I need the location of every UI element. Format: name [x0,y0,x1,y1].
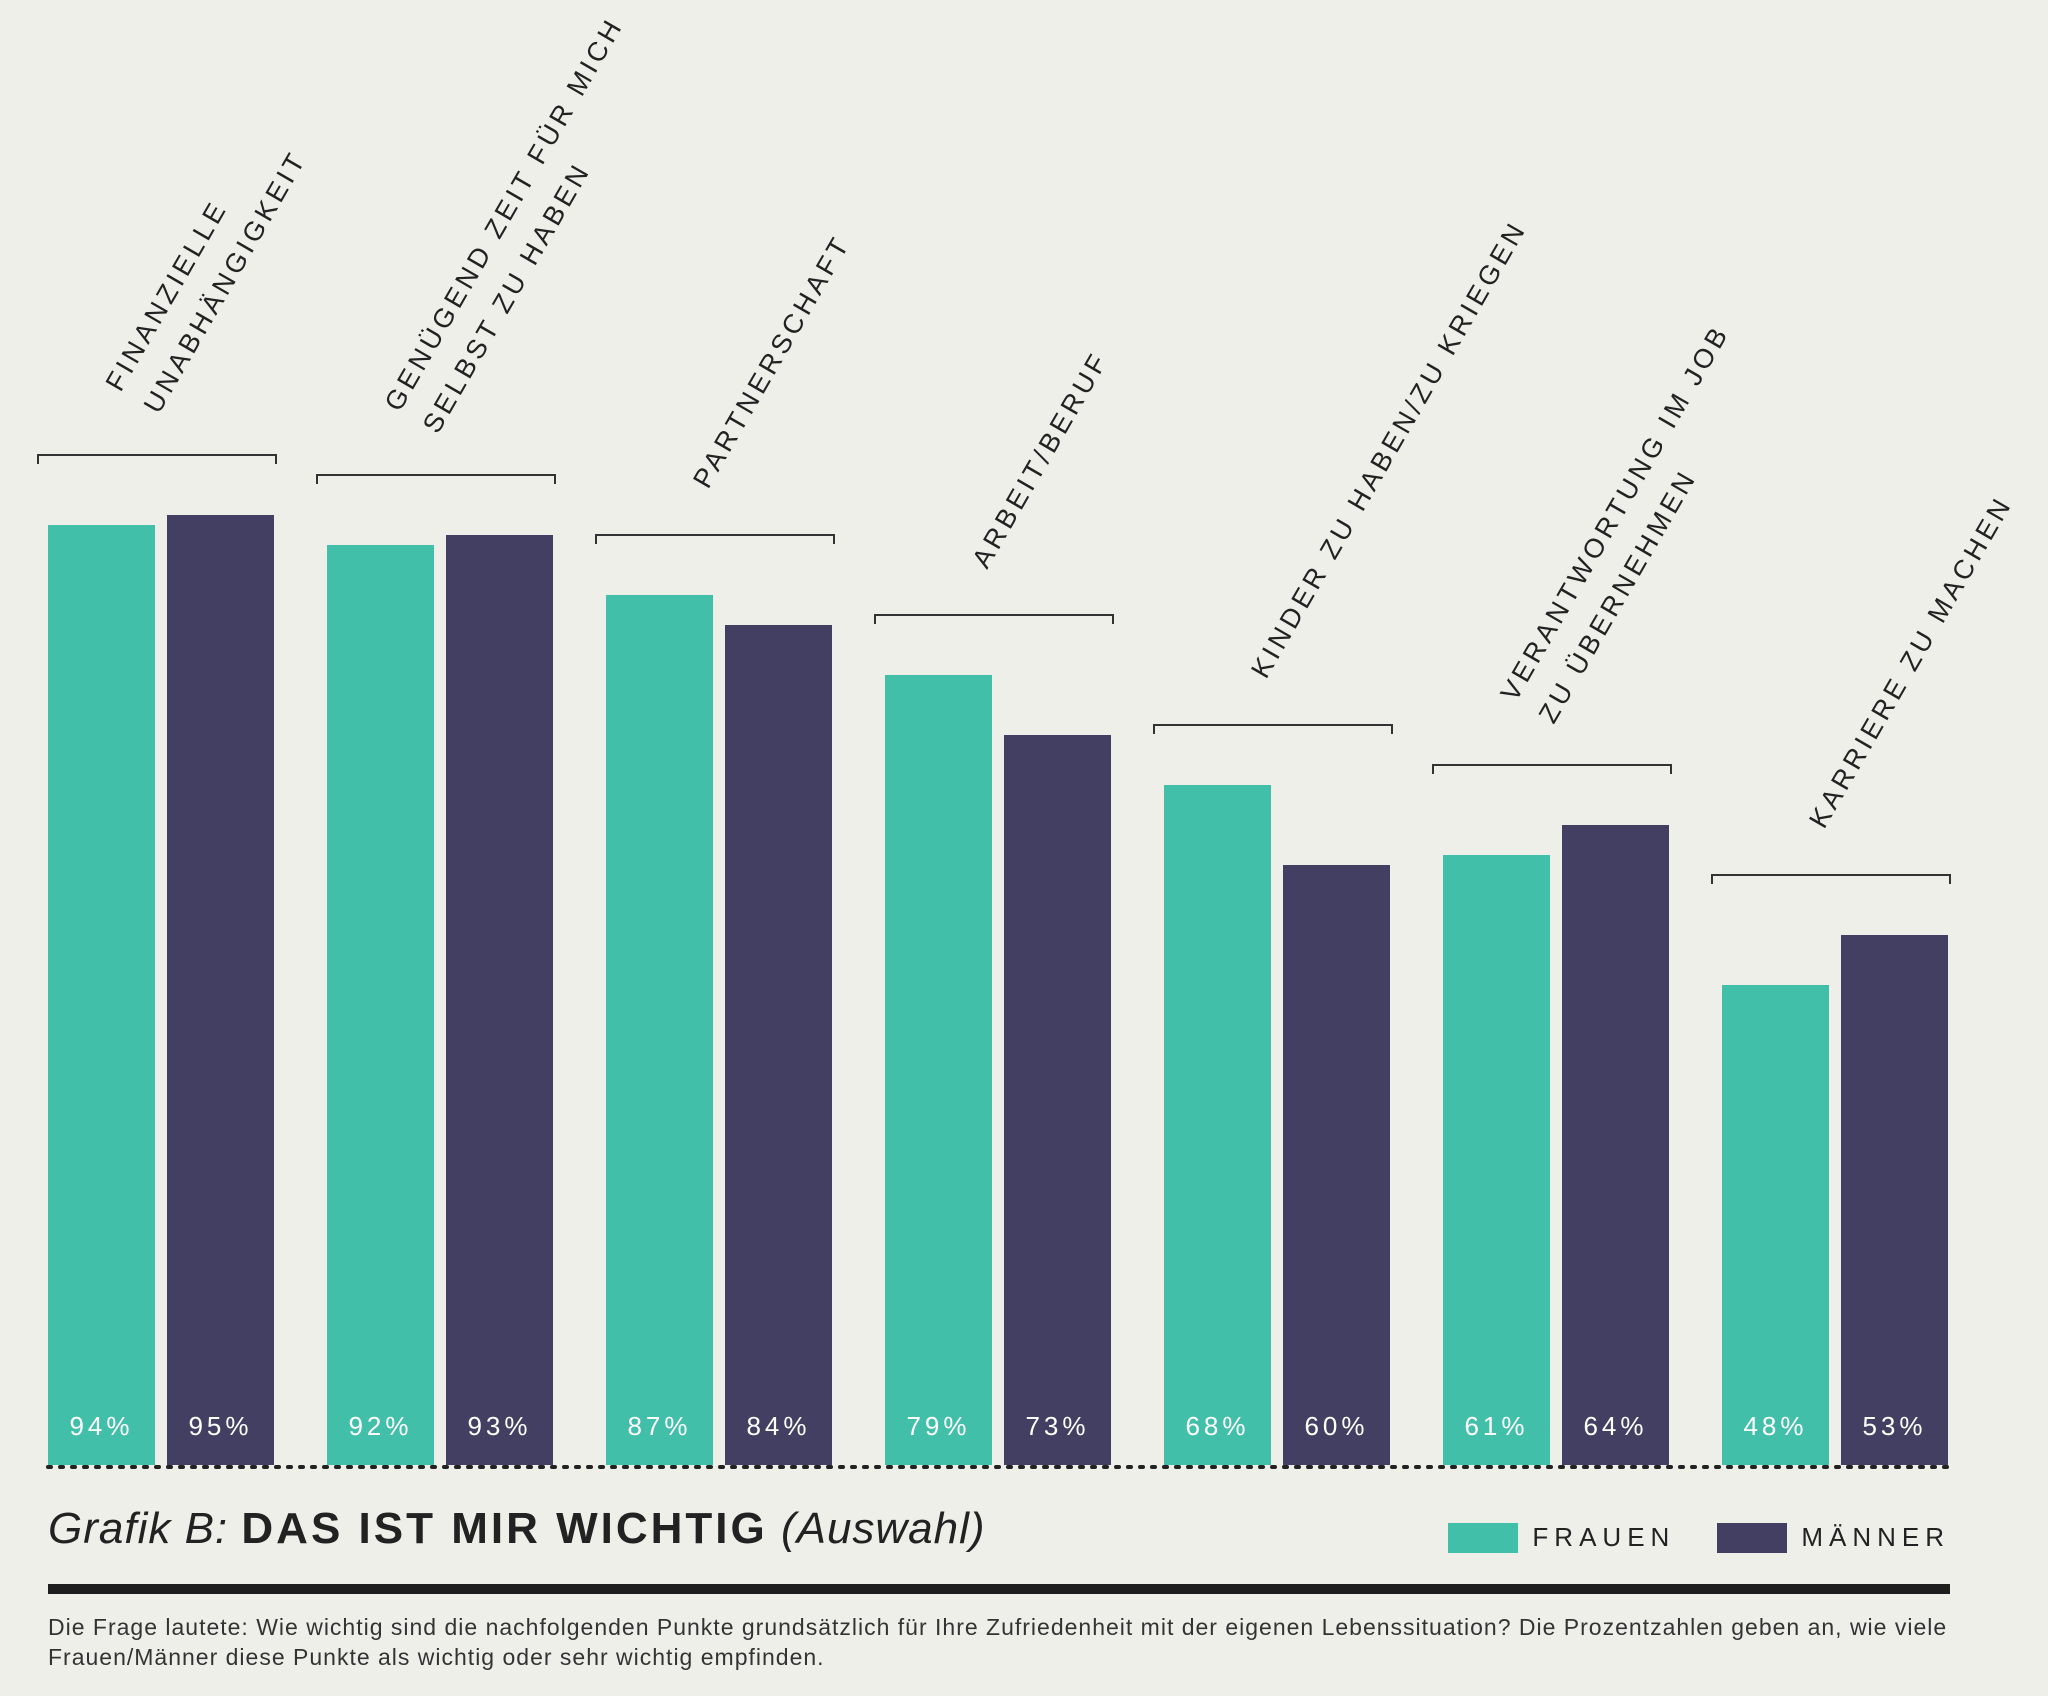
value-label: 73% [1025,1411,1089,1441]
value-label: 48% [1743,1411,1807,1441]
bar-frauen-4 [1164,785,1271,1465]
legend-label-frauen: FRAUEN [1532,1522,1676,1552]
category-label: FINANZIELLEUNABHÄNGIGKEIT [100,123,313,418]
bar-maenner-6 [1841,935,1948,1465]
category-label: KARRIERE ZU MACHEN [1803,491,2018,833]
bar-maenner-0 [167,515,274,1465]
title-row: Grafik B: DAS IST MIR WICHTIG (Auswahl) … [48,1500,1950,1570]
bar-frauen-0 [48,525,155,1465]
bar-frauen-6 [1722,985,1829,1465]
bar-frauen-3 [885,675,992,1465]
value-label: 64% [1583,1411,1647,1441]
category-bracket [37,454,277,464]
value-label: 68% [1185,1411,1249,1441]
category-label: VERANTWORTUNG IM JOBZU ÜBERNEHMEN [1495,319,1774,728]
title-prefix: Grafik B: [48,1504,229,1553]
bar-frauen-5 [1443,855,1550,1465]
bar-maenner-2 [725,625,832,1465]
legend-item-frauen: FRAUEN [1448,1522,1675,1553]
bar-frauen-1 [327,545,434,1465]
category-bracket [595,534,835,544]
legend-swatch-frauen [1448,1522,1519,1553]
value-label: 95% [188,1411,252,1441]
bar-chart: 94% 95% FINANZIELLEUNABHÄNGIGKEIT 92% 93% GEN… [37,12,2018,1469]
category-bracket [1432,764,1672,774]
bar-maenner-1 [446,535,553,1465]
value-label: 93% [467,1411,531,1441]
value-label: 87% [627,1411,691,1441]
value-label: 79% [906,1411,970,1441]
value-label: 61% [1464,1411,1528,1441]
category-label: PARTNERSCHAFT [687,230,856,493]
bar-maenner-3 [1004,735,1111,1465]
value-label: 84% [746,1411,810,1441]
title-suffix: (Auswahl) [780,1504,986,1553]
bar-maenner-5 [1562,825,1669,1465]
bar-frauen-2 [606,595,713,1465]
title-main: DAS IST MIR WICHTIG [241,1504,768,1553]
category-bracket [874,614,1114,624]
value-label: 94% [69,1411,133,1441]
category-label: KINDER ZU HABEN/ZU KRIEGEN [1245,215,1532,683]
legend-item-maenner: MÄNNER [1717,1522,1950,1553]
bar-maenner-4 [1283,865,1390,1465]
legend-swatch-maenner [1717,1522,1788,1553]
legend-label-maenner: MÄNNER [1801,1522,1950,1552]
title-rule [48,1584,1950,1594]
category-bracket [316,474,556,484]
value-label: 53% [1862,1411,1926,1441]
category-label: GENÜGEND ZEIT FÜR MICHSELBST ZU HABEN [379,12,668,438]
footnote: Die Frage lautete: Wie wichtig sind die … [48,1614,1948,1670]
category-label: ARBEIT/BERUF [966,346,1114,573]
category-bracket [1711,874,1951,884]
value-label: 92% [348,1411,412,1441]
category-bracket [1153,724,1393,734]
value-label: 60% [1304,1411,1368,1441]
chart-title: Grafik B: DAS IST MIR WICHTIG (Auswahl) [48,1504,986,1554]
legend: FRAUEN MÄNNER [1406,1522,1950,1553]
